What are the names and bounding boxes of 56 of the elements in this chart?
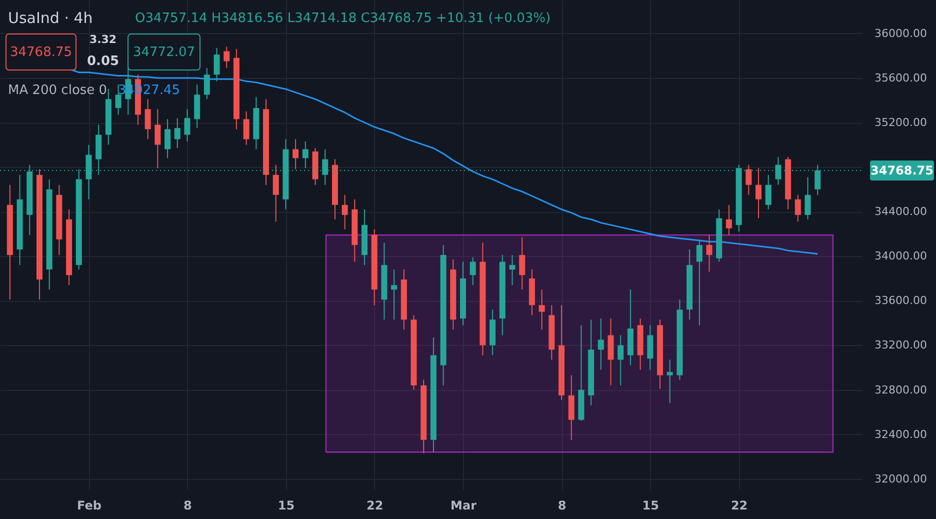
y-tick-label: 35600.00 xyxy=(874,71,927,84)
y-tick-label: 34400.00 xyxy=(874,205,927,218)
ref-line-label: 34768.75 xyxy=(870,164,934,178)
x-tick-label: 15 xyxy=(642,498,660,512)
candlestick xyxy=(726,204,732,236)
x-tick-label: 22 xyxy=(366,498,384,512)
x-tick-label: Feb xyxy=(76,498,102,512)
candlestick xyxy=(243,110,250,146)
candlestick xyxy=(174,118,180,149)
candlestick xyxy=(618,334,624,386)
candlestick xyxy=(154,108,161,169)
y-tick-label: 32800.00 xyxy=(874,383,927,396)
candlestick xyxy=(470,256,476,286)
annotation: 0.05 xyxy=(86,54,120,69)
candlestick xyxy=(391,269,398,320)
x-tick-label: 8 xyxy=(558,498,566,512)
candlestick xyxy=(756,168,762,219)
candlestick xyxy=(647,324,654,370)
y-tick-label: 32400.00 xyxy=(874,428,927,441)
y-tick-label: 33600.00 xyxy=(874,294,927,308)
annotation: 3.32 xyxy=(89,33,117,46)
candlestick xyxy=(272,164,279,222)
candlestick xyxy=(509,254,516,286)
candlestick xyxy=(292,138,299,170)
x-tick-label: 8 xyxy=(184,498,192,512)
candlestick xyxy=(696,238,702,326)
y-tick-label: 34000.00 xyxy=(874,250,927,263)
candlestick xyxy=(302,140,308,169)
text: UsaInd · 4h xyxy=(8,9,93,27)
series-label: MA 200 close 0 xyxy=(8,83,108,98)
candlestick xyxy=(214,47,220,82)
annotation: O34757.14 H34816.56 L34714.18 C34768.75 +10.31 (+0.03%) xyxy=(135,11,551,26)
y-tick-label: 36000.00 xyxy=(874,26,927,40)
candlestick xyxy=(794,194,801,222)
candlestick xyxy=(184,108,190,142)
candlestick xyxy=(164,118,171,159)
candlestick xyxy=(706,234,712,272)
candlestick xyxy=(746,164,752,196)
y-tick-label: 33200.00 xyxy=(874,338,927,352)
candlestick xyxy=(666,359,673,404)
x-tick-label: 22 xyxy=(730,498,748,512)
x-tick-label: 15 xyxy=(278,498,295,512)
candlestick xyxy=(804,176,811,220)
candlestick xyxy=(224,46,230,68)
candlestick xyxy=(342,194,348,230)
candlestick xyxy=(144,98,151,140)
annotation: 34772.07 xyxy=(132,45,196,60)
x-tick-label: Mar xyxy=(450,498,477,512)
candlestick xyxy=(538,289,545,330)
candlestick xyxy=(598,318,604,370)
y-tick-label: 32000.00 xyxy=(874,472,927,486)
annotation: 34768.75 xyxy=(10,45,72,60)
candlestick xyxy=(204,67,210,100)
candlestick xyxy=(519,236,526,290)
candlestick xyxy=(765,174,772,210)
y-tick-label: 35200.00 xyxy=(874,116,927,129)
